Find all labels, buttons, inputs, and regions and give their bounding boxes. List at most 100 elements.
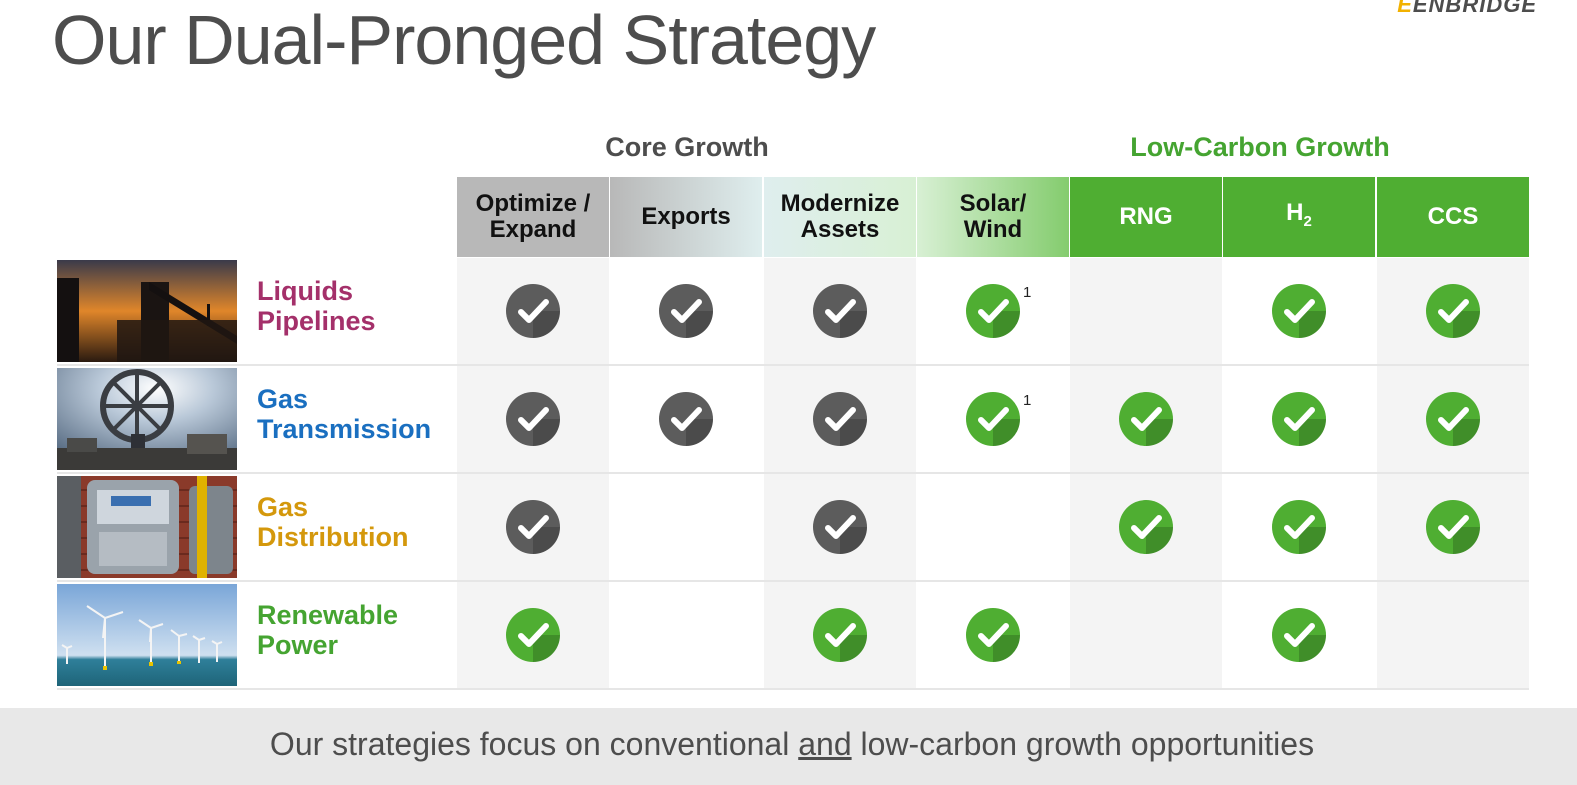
check-circle-icon bbox=[1426, 284, 1480, 338]
cell-gas-transmission-exports bbox=[610, 366, 762, 472]
check-circle-icon bbox=[659, 284, 713, 338]
cell-gas-transmission-optimize bbox=[457, 366, 609, 472]
segment-photo-renewable bbox=[57, 584, 237, 686]
cell-gas-distribution-solar bbox=[917, 474, 1069, 580]
check-circle-icon bbox=[813, 608, 867, 662]
cell-gas-transmission-rng bbox=[1070, 366, 1222, 472]
segment-label-gas-distribution: Gas Distribution bbox=[257, 492, 408, 552]
footnote-marker: 1 bbox=[1023, 284, 1032, 301]
cell-renewable-h2 bbox=[1223, 582, 1375, 688]
check-circle-icon bbox=[813, 284, 867, 338]
column-header-ccs: CCS bbox=[1377, 177, 1529, 257]
group-core-growth: Core Growth bbox=[605, 132, 769, 162]
column-header-rng-line1: RNG bbox=[1119, 203, 1173, 230]
segment-row-gas-distribution: Gas Distribution bbox=[57, 474, 1529, 582]
cell-gas-transmission-ccs bbox=[1377, 366, 1529, 472]
cell-liquids-rng bbox=[1070, 258, 1222, 364]
cell-gas-transmission-solar: 1 bbox=[917, 366, 1069, 472]
segment-label-line1: Gas bbox=[257, 492, 309, 522]
segment-label-line2: Power bbox=[257, 630, 339, 660]
cell-gas-distribution-optimize bbox=[457, 474, 609, 580]
segment-label-liquids: Liquids Pipelines bbox=[257, 276, 376, 336]
column-header-optimize-line1: Optimize / bbox=[475, 190, 591, 217]
cell-renewable-exports bbox=[610, 582, 762, 688]
footer-banner: Our strategies focus on conventional and… bbox=[0, 708, 1577, 785]
cell-liquids-modernize bbox=[764, 258, 916, 364]
check-circle-icon bbox=[506, 608, 560, 662]
column-header-rng: RNG bbox=[1070, 177, 1222, 257]
segment-label-renewable: Renewable Power bbox=[257, 600, 398, 660]
segment-photo-gas-transmission bbox=[57, 368, 237, 470]
segment-label-line2: Transmission bbox=[257, 414, 432, 444]
column-header-solar-line2: Wind bbox=[963, 216, 1023, 243]
segment-label-line1: Renewable bbox=[257, 600, 399, 630]
segment-label-line1: Gas bbox=[257, 384, 309, 414]
page-title: Our Dual-Pronged Strategy bbox=[52, 1, 876, 79]
check-circle-icon bbox=[1426, 500, 1480, 554]
segment-label-line1: Liquids bbox=[257, 276, 353, 306]
column-header-h2-subscript: 2 bbox=[1303, 212, 1312, 230]
cell-gas-distribution-h2 bbox=[1223, 474, 1375, 580]
check-circle-icon bbox=[659, 392, 713, 446]
cell-liquids-solar: 1 bbox=[917, 258, 1069, 364]
footer-text: Our strategies focus on conventional and… bbox=[0, 726, 1577, 763]
check-circle-icon bbox=[506, 500, 560, 554]
segment-photo-liquids bbox=[57, 260, 237, 362]
logo-text: ENBRIDGE bbox=[1412, 0, 1537, 17]
check-circle-icon bbox=[1272, 392, 1326, 446]
column-header-exports: Exports bbox=[610, 177, 762, 257]
cell-renewable-ccs bbox=[1377, 582, 1529, 688]
check-circle-icon bbox=[1272, 284, 1326, 338]
check-circle-icon bbox=[1272, 500, 1326, 554]
segment-row-gas-transmission: Gas Transmission 1 bbox=[57, 366, 1529, 474]
column-header-exports-line1: Exports bbox=[641, 203, 731, 230]
segment-row-renewable: Renewable Power bbox=[57, 582, 1529, 690]
cell-renewable-solar bbox=[917, 582, 1069, 688]
column-header-h2-line1: H bbox=[1286, 198, 1304, 226]
logo-mark: E bbox=[1397, 0, 1413, 17]
check-circle-icon bbox=[1426, 392, 1480, 446]
footnote-marker: 1 bbox=[1023, 392, 1032, 409]
footer-text-before: Our strategies focus on conventional bbox=[269, 726, 799, 762]
check-circle-icon bbox=[506, 392, 560, 446]
footer-text-after: low-carbon growth opportunities bbox=[851, 726, 1315, 762]
check-circle-icon bbox=[813, 500, 867, 554]
footer-text-emphasis: and bbox=[798, 726, 852, 762]
check-circle-icon bbox=[1119, 500, 1173, 554]
check-circle-icon bbox=[813, 392, 867, 446]
cell-gas-distribution-modernize bbox=[764, 474, 916, 580]
check-circle-icon bbox=[1119, 392, 1173, 446]
cell-liquids-h2 bbox=[1223, 258, 1375, 364]
column-header-h2: H2 bbox=[1223, 177, 1375, 257]
segment-label-line2: Pipelines bbox=[257, 306, 376, 336]
segment-label-gas-transmission: Gas Transmission bbox=[257, 384, 431, 444]
cell-liquids-ccs bbox=[1377, 258, 1529, 364]
enbridge-logo: EENBRIDGE bbox=[1397, 0, 1537, 18]
cell-renewable-rng bbox=[1070, 582, 1222, 688]
cell-gas-distribution-ccs bbox=[1377, 474, 1529, 580]
check-circle-icon bbox=[1272, 608, 1326, 662]
column-header-solar: Solar/Wind bbox=[917, 177, 1069, 257]
cell-gas-distribution-rng bbox=[1070, 474, 1222, 580]
column-header-modernize-line2: Assets bbox=[800, 216, 880, 243]
cell-gas-transmission-h2 bbox=[1223, 366, 1375, 472]
column-header-ccs-line1: CCS bbox=[1427, 203, 1479, 230]
column-header-solar-line1: Solar/ bbox=[959, 190, 1027, 217]
column-header-optimize-line2: Expand bbox=[489, 216, 577, 243]
check-circle-icon bbox=[966, 392, 1020, 446]
column-header-modernize-line1: Modernize bbox=[780, 190, 900, 217]
cell-liquids-optimize bbox=[457, 258, 609, 364]
column-header-modernize: Modernize Assets bbox=[764, 177, 916, 257]
check-circle-icon bbox=[966, 608, 1020, 662]
group-low-carbon-growth: Low-Carbon Growth bbox=[1130, 132, 1390, 162]
cell-gas-transmission-modernize bbox=[764, 366, 916, 472]
cell-renewable-optimize bbox=[457, 582, 609, 688]
column-header-optimize: Optimize / Expand bbox=[457, 177, 609, 257]
segment-row-liquids: Liquids Pipelines 1 bbox=[57, 258, 1529, 366]
cell-renewable-modernize bbox=[764, 582, 916, 688]
cell-gas-distribution-exports bbox=[610, 474, 762, 580]
segment-photo-gas-distribution bbox=[57, 476, 237, 578]
cell-liquids-exports bbox=[610, 258, 762, 364]
check-circle-icon bbox=[966, 284, 1020, 338]
segment-label-line2: Distribution bbox=[257, 522, 409, 552]
